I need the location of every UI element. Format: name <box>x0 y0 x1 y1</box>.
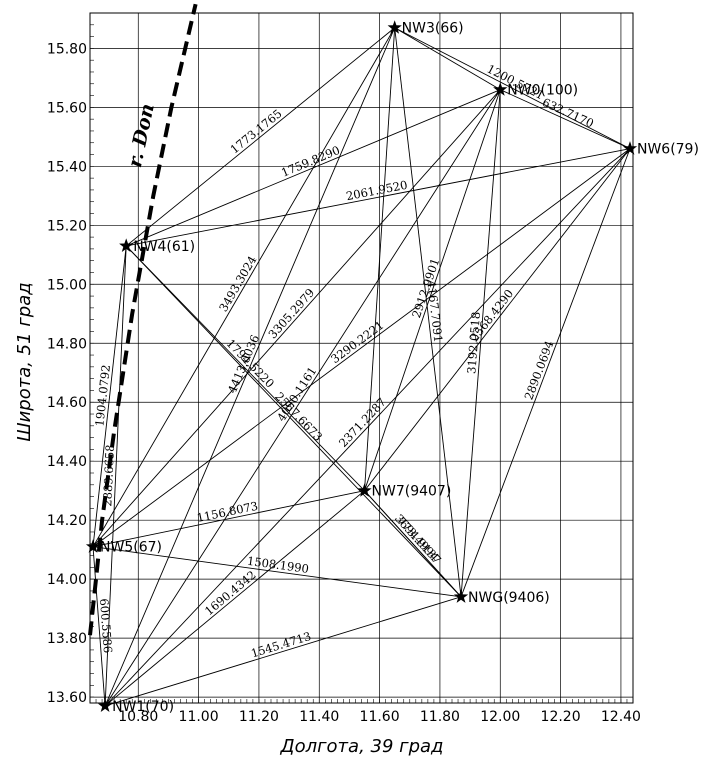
edge-line <box>394 27 501 91</box>
edge-line <box>92 245 127 547</box>
y-tick-label: 13.80 <box>47 631 87 647</box>
y-tick-label: 13.60 <box>47 690 87 706</box>
y-tick-label: 14.00 <box>47 572 87 588</box>
edge-line <box>92 546 106 706</box>
y-tick-label: 15.20 <box>47 218 87 234</box>
node-star <box>493 82 508 96</box>
edge-line <box>104 148 631 707</box>
y-tick-label: 14.60 <box>47 395 87 411</box>
edge-distance-label: 1904.0792 <box>92 364 113 427</box>
node-star <box>119 238 134 252</box>
edge-line <box>364 27 396 491</box>
edge-line <box>104 490 365 707</box>
x-tick-label: 12.20 <box>541 709 581 725</box>
edge-line <box>394 27 462 597</box>
node-star <box>85 539 101 553</box>
edge-line <box>460 148 631 598</box>
edge-line <box>92 546 462 598</box>
y-tick-label: 14.80 <box>47 336 87 352</box>
x-tick-label: 11.80 <box>420 709 460 725</box>
x-tick-labels: 10.80 11.00 11.20 11.40 11.60 11.80 12.00 12.20… <box>118 709 641 725</box>
node-star <box>622 141 638 155</box>
edge-line <box>104 89 501 707</box>
node-label: NW4(61) <box>133 239 195 255</box>
axis-ticks <box>89 12 634 703</box>
y-tick-label: 15.80 <box>47 41 87 57</box>
y-axis-title: Широта, 51 град <box>14 282 35 441</box>
x-tick-label: 11.00 <box>179 709 219 725</box>
grid <box>90 13 633 703</box>
plot-frame <box>89 12 634 704</box>
edge-line <box>125 245 462 598</box>
edge-line <box>92 490 365 548</box>
x-tick-label: 12.40 <box>601 709 641 725</box>
y-tick-label: 14.40 <box>47 454 87 470</box>
node-star <box>453 589 469 603</box>
x-tick-label: 11.20 <box>239 709 279 725</box>
edge-line <box>364 148 631 491</box>
edge-distance-label: 600.5586 <box>97 598 115 654</box>
edge-line <box>364 490 462 598</box>
node-label: NW6(79) <box>637 142 699 158</box>
edges <box>92 27 631 707</box>
edge-line <box>500 89 631 150</box>
edge-line <box>394 27 631 150</box>
edge-line <box>125 27 395 247</box>
x-tick-label: 10.80 <box>118 709 158 725</box>
node-star <box>387 20 402 34</box>
edge-line <box>126 148 631 247</box>
edge-line <box>104 596 462 707</box>
node-label: NW7(9407) <box>372 484 452 500</box>
edge-line <box>92 27 396 547</box>
node-star <box>357 483 372 497</box>
y-tick-label: 15.40 <box>47 159 87 175</box>
node-label: NW3(66) <box>402 21 464 37</box>
edge-line <box>104 27 396 707</box>
x-axis-title: Долгота, 39 град <box>280 736 444 757</box>
node-label: NWG(9406) <box>468 590 550 606</box>
edge-distance-label: 3192.0518 <box>464 311 483 374</box>
edge-line <box>104 245 127 706</box>
y-tick-label: 15.60 <box>47 100 87 116</box>
y-tick-label: 15.00 <box>47 277 87 293</box>
node-label: NW1(70) <box>112 699 174 715</box>
edge-line <box>364 89 501 491</box>
node-star <box>98 698 113 712</box>
edge-line <box>125 245 365 492</box>
x-tick-label: 11.40 <box>299 709 339 725</box>
y-tick-labels: 13.60 13.80 14.00 14.20 14.40 14.60 14.80 15.00… <box>47 41 87 706</box>
edge-line <box>460 89 501 597</box>
x-tick-label: 12.00 <box>480 709 520 725</box>
nodes: NW3(66) NW0(100) NW6(79) NW4(61) NW7(9407) NW… <box>85 20 699 715</box>
y-tick-label: 14.20 <box>47 513 87 529</box>
edge-line <box>92 148 631 548</box>
edge-line <box>92 89 501 548</box>
node-label: NW0(100) <box>507 83 578 99</box>
river-line <box>88 3 198 636</box>
x-tick-label: 11.60 <box>360 709 400 725</box>
node-label: NW5(67) <box>100 540 162 556</box>
edge-distance-label: 2889.6658 <box>100 444 117 507</box>
